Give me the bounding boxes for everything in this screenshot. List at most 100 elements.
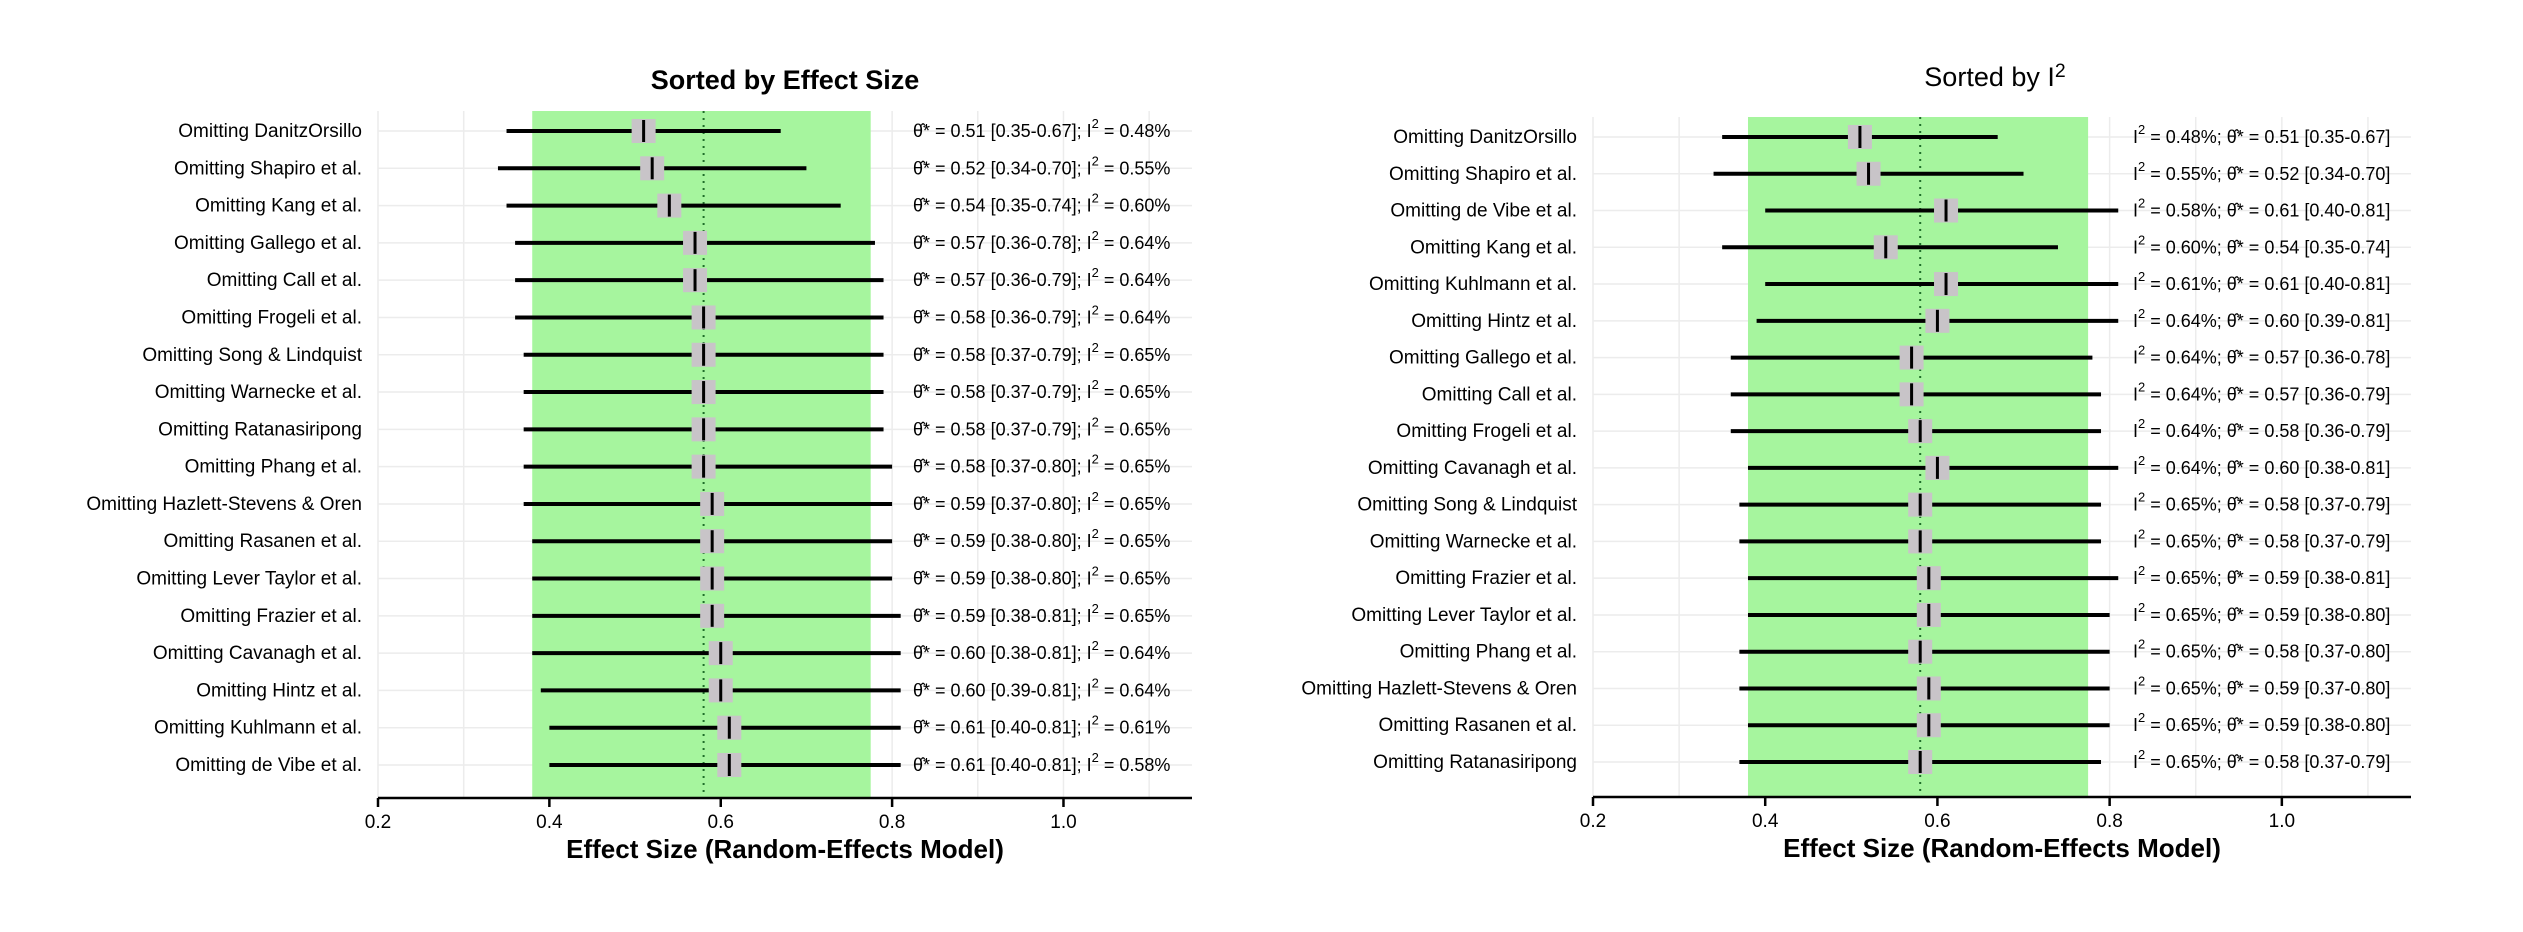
study-label: Omitting Warnecke et al. <box>155 382 362 403</box>
forest-row: Omitting Kang et al. I2​ = 0.60%; θ̂* = 0… <box>1410 232 2390 260</box>
row-annotation: θ̂* = 0.61 [0.40-0.81]; I2​ = 0.58% <box>913 750 1170 775</box>
x-tick-label: 0.6 <box>1924 811 1950 832</box>
forest-row: Omitting Frogeli et al. θ̂* = 0.58 [0.36-… <box>181 302 1170 330</box>
row-annotation: I2​ = 0.65%; θ̂* = 0.58 [0.37-0.79] <box>2133 747 2390 772</box>
row-annotation: I2​ = 0.65%; θ̂* = 0.59 [0.38-0.81] <box>2133 563 2390 588</box>
forest-row: Omitting Gallego et al. I2​ = 0.64%; θ̂* … <box>1389 343 2390 370</box>
forest-row: Omitting Frazier et al. θ̂* = 0.59 [0.38-… <box>180 601 1170 628</box>
row-annotation: I2​ = 0.64%; θ̂* = 0.60 [0.39-0.81] <box>2133 306 2390 331</box>
row-annotation: θ̂* = 0.60 [0.39-0.81]; I2​ = 0.64% <box>913 675 1170 700</box>
x-tick-label: 0.2 <box>1580 811 1606 832</box>
study-label: Omitting Call et al. <box>207 270 362 291</box>
row-annotation: θ̂* = 0.61 [0.40-0.81]; I2​ = 0.61% <box>913 713 1170 738</box>
study-label: Omitting Song & Lindquist <box>142 345 362 366</box>
row-annotation: I2​ = 0.48%; θ̂* = 0.51 [0.35-0.67] <box>2133 122 2390 147</box>
row-annotation: I2​ = 0.64%; θ̂* = 0.58 [0.36-0.79] <box>2133 416 2390 441</box>
study-label: Omitting Hazlett-Stevens & Oren <box>86 494 362 515</box>
study-label: Omitting Kang et al. <box>195 196 362 217</box>
forest-row: Omitting Warnecke et al. θ̂* = 0.58 [0.37… <box>155 377 1170 405</box>
study-label: Omitting Frogeli et al. <box>181 307 362 328</box>
forest-row: Omitting Shapiro et al. I2​ = 0.55%; θ̂* … <box>1389 159 2390 186</box>
study-label: Omitting Frazier et al. <box>180 606 362 627</box>
row-annotation: I2​ = 0.55%; θ̂* = 0.52 [0.34-0.70] <box>2133 159 2390 184</box>
study-label: Omitting Lever Taylor et al. <box>1351 605 1577 626</box>
row-annotation: θ̂* = 0.59 [0.38-0.80]; I2​ = 0.65% <box>913 526 1170 551</box>
x-axis-label: Effect Size (Random-Effects Model) <box>1783 833 2221 863</box>
study-label: Omitting Gallego et al. <box>174 233 362 254</box>
forest-row: Omitting Rasanen et al. I2​ = 0.65%; θ̂* … <box>1378 710 2390 738</box>
pooled-ci-band <box>532 111 871 798</box>
row-annotation: I2​ = 0.64%; θ̂* = 0.57 [0.36-0.78] <box>2133 343 2390 368</box>
x-tick-label: 0.4 <box>536 812 563 833</box>
forest-row: Omitting Ratanasiripong I2​ = 0.65%; θ̂* … <box>1373 747 2390 774</box>
study-label: Omitting Hintz et al. <box>1411 311 1577 332</box>
row-annotation: θ̂* = 0.60 [0.38-0.81]; I2​ = 0.64% <box>913 638 1170 663</box>
forest-row: Omitting Rasanen et al. θ̂* = 0.59 [0.38-… <box>163 526 1170 554</box>
study-label: Omitting Kuhlmann et al. <box>1369 274 1577 295</box>
study-label: Omitting Shapiro et al. <box>174 158 362 179</box>
row-annotation: θ̂* = 0.51 [0.35-0.67]; I2​ = 0.48% <box>913 116 1170 141</box>
study-label: Omitting Gallego et al. <box>1389 348 1577 369</box>
study-label: Omitting Call et al. <box>1422 384 1577 405</box>
forest-row: Omitting de Vibe et al. I2​ = 0.58%; θ̂* … <box>1390 196 2390 223</box>
study-label: Omitting Phang et al. <box>1400 642 1577 663</box>
study-label: Omitting Shapiro et al. <box>1389 164 1577 185</box>
forest-row: Omitting Kuhlmann et al. I2​ = 0.61%; θ̂*… <box>1369 269 2390 297</box>
row-annotation: θ̂* = 0.57 [0.36-0.78]; I2​ = 0.64% <box>913 228 1170 253</box>
forest-panel-sorted-by-i2: Omitting DanitzOrsillo I2​ = 0.48%; θ̂* =… <box>1301 60 2411 863</box>
forest-row: Omitting Frogeli et al. I2​ = 0.64%; θ̂* … <box>1396 416 2390 444</box>
forest-row: Omitting Hintz et al. θ̂* = 0.60 [0.39-0.… <box>196 675 1170 703</box>
row-annotation: I2​ = 0.65%; θ̂* = 0.59 [0.37-0.80] <box>2133 673 2390 698</box>
study-label: Omitting Warnecke et al. <box>1370 531 1577 552</box>
study-label: Omitting Frogeli et al. <box>1396 421 1577 442</box>
row-annotation: I2​ = 0.60%; θ̂* = 0.54 [0.35-0.74] <box>2133 232 2390 257</box>
forest-row: Omitting Phang et al. θ̂* = 0.58 [0.37-0.… <box>185 452 1170 479</box>
x-tick-label: 0.8 <box>879 812 905 833</box>
study-label: Omitting Phang et al. <box>185 457 362 478</box>
row-annotation: θ̂* = 0.58 [0.37-0.79]; I2​ = 0.65% <box>913 414 1170 439</box>
study-label: Omitting Song & Lindquist <box>1357 495 1577 516</box>
forest-row: Omitting Warnecke et al. I2​ = 0.65%; θ̂*… <box>1370 526 2390 554</box>
forest-row: Omitting Hintz et al. I2​ = 0.64%; θ̂* = … <box>1411 306 2390 333</box>
study-label: Omitting Kang et al. <box>1410 237 1577 258</box>
study-label: Omitting Hazlett-Stevens & Oren <box>1301 678 1577 699</box>
study-label: Omitting DanitzOrsillo <box>1393 127 1577 148</box>
forest-row: Omitting Frazier et al. I2​ = 0.65%; θ̂* … <box>1395 563 2390 591</box>
x-tick-label: 1.0 <box>2269 811 2295 832</box>
row-annotation: θ̂* = 0.59 [0.38-0.80]; I2​ = 0.65% <box>913 564 1170 589</box>
x-tick-label: 1.0 <box>1050 812 1076 833</box>
study-label: Omitting Cavanagh et al. <box>153 643 362 664</box>
forest-row: Omitting de Vibe et al. θ̂* = 0.61 [0.40-… <box>175 750 1170 777</box>
study-label: Omitting Kuhlmann et al. <box>154 718 362 739</box>
forest-row: Omitting Kang et al. θ̂* = 0.54 [0.35-0.7… <box>195 191 1170 218</box>
row-annotation: θ̂* = 0.57 [0.36-0.79]; I2​ = 0.64% <box>913 265 1170 290</box>
study-label: Omitting Lever Taylor et al. <box>136 569 362 590</box>
x-axis: 0.2 0.4 0.6 0.8 1.0 <box>365 796 1192 833</box>
study-label: Omitting Rasanen et al. <box>163 531 362 552</box>
x-tick-label: 0.8 <box>2096 811 2122 832</box>
x-tick-label: 0.4 <box>1752 811 1779 832</box>
x-axis: 0.2 0.4 0.6 0.8 1.0 <box>1580 795 2411 832</box>
study-label: Omitting Ratanasiripong <box>1373 752 1577 773</box>
forest-row: Omitting DanitzOrsillo θ̂* = 0.51 [0.35-0… <box>178 116 1170 143</box>
row-annotation: I2​ = 0.65%; θ̂* = 0.59 [0.38-0.80] <box>2133 600 2390 625</box>
row-annotation: θ̂* = 0.52 [0.34-0.70]; I2​ = 0.55% <box>913 153 1170 178</box>
row-annotation: I2​ = 0.64%; θ̂* = 0.57 [0.36-0.79] <box>2133 379 2390 404</box>
chart-title: Sorted by Effect Size <box>651 65 920 95</box>
x-tick-label: 0.2 <box>365 812 391 833</box>
row-annotation: θ̂* = 0.58 [0.37-0.79]; I2​ = 0.65% <box>913 340 1170 365</box>
row-annotation: I2​ = 0.61%; θ̂* = 0.61 [0.40-0.81] <box>2133 269 2390 294</box>
study-label: Omitting Hintz et al. <box>196 680 362 701</box>
chart-title: Sorted by I2​ <box>1924 60 2065 92</box>
row-annotation: I2​ = 0.65%; θ̂* = 0.58 [0.37-0.79] <box>2133 490 2390 515</box>
forest-row: Omitting Call et al. I2​ = 0.64%; θ̂* = 0… <box>1422 379 2390 407</box>
row-annotation: θ̂* = 0.58 [0.37-0.80]; I2​ = 0.65% <box>913 452 1170 477</box>
forest-row: Omitting Call et al. θ̂* = 0.57 [0.36-0.7… <box>207 265 1170 293</box>
row-annotation: θ̂* = 0.58 [0.37-0.79]; I2​ = 0.65% <box>913 377 1170 402</box>
x-axis-label: Effect Size (Random-Effects Model) <box>566 834 1004 864</box>
forest-row: Omitting Hazlett-Stevens & Oren θ̂* = 0.5… <box>86 489 1170 516</box>
study-label: Omitting Cavanagh et al. <box>1368 458 1577 479</box>
study-label: Omitting Ratanasiripong <box>158 419 362 440</box>
forest-row: Omitting Cavanagh et al. θ̂* = 0.60 [0.38… <box>153 638 1170 666</box>
forest-row: Omitting Shapiro et al. θ̂* = 0.52 [0.34-… <box>174 153 1170 181</box>
